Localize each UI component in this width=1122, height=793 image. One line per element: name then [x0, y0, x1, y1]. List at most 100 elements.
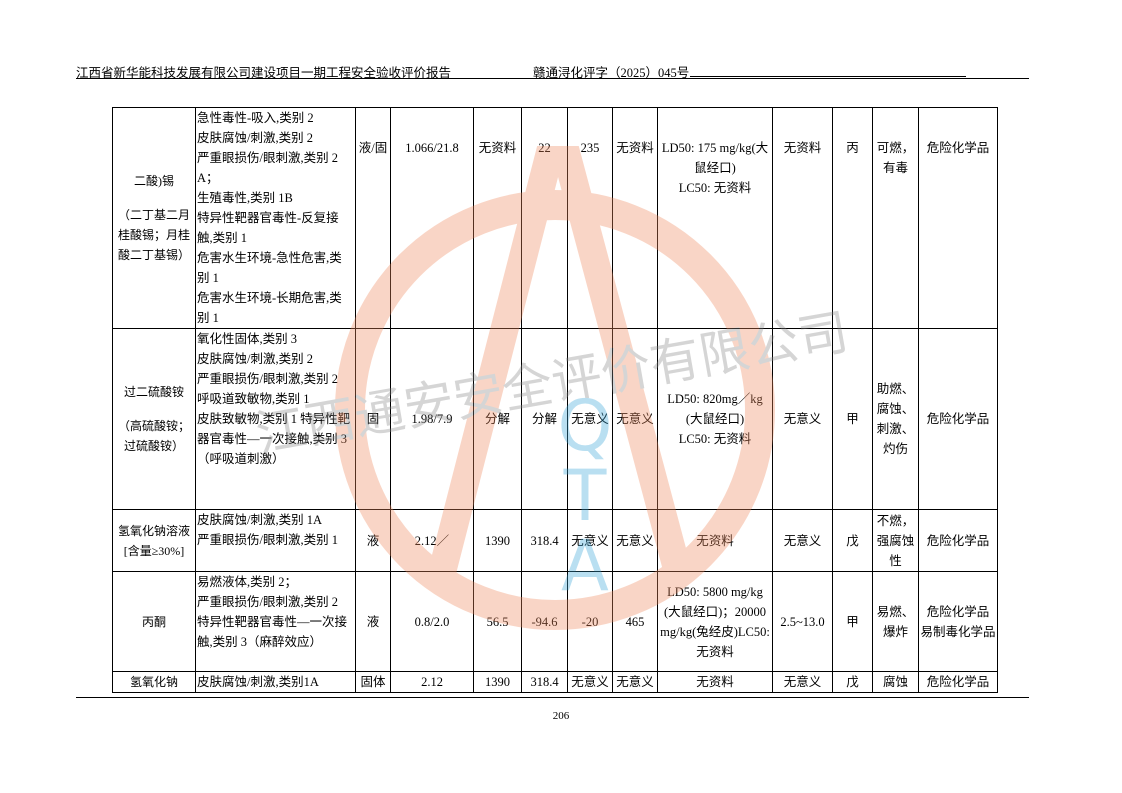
cell-text: 无意义 — [571, 412, 609, 426]
cell-text: 皮肤腐蚀/刺激,类别 2 — [197, 131, 313, 145]
table-cell: 无意义 — [772, 671, 833, 693]
table-cell: 56.5 — [473, 571, 522, 672]
cell-text: LD50: 5800 mg/kg(大鼠经口)；20000 mg/kg(兔经皮)L… — [660, 584, 770, 659]
cell-text: 危害水生环境-急性危害,类别 1 — [197, 251, 342, 285]
table-cell: 无意义 — [612, 509, 658, 572]
table-cell: 助燃、腐蚀、刺激、灼伤 — [872, 328, 919, 510]
cell-text: 465 — [625, 614, 645, 629]
table-cell: 分解 — [521, 328, 568, 510]
table-cell: 二酸)锡 （二丁基二月桂酸锡；月桂酸二丁基锡） — [112, 107, 196, 329]
cell-text: -20 — [581, 614, 599, 629]
cell-text: 甲 — [846, 614, 859, 629]
cell-text: 甲 — [846, 412, 859, 426]
cell-text: 氢氧化钠溶液[含量≥30%] — [117, 523, 190, 558]
cell-text: （高硫酸铵；过硫酸铵） — [117, 419, 190, 453]
cell-text: 严重眼损伤/眼刺激,类别 2 — [197, 595, 338, 609]
cell-text: 无意义 — [616, 675, 654, 689]
cell-text: 固 — [366, 412, 380, 426]
cell-text: 二酸)锡 — [134, 174, 174, 188]
header-underline — [690, 76, 966, 77]
cell-text: 危险化学品 — [926, 533, 990, 548]
table-cell: 腐蚀 — [872, 671, 919, 693]
cell-text: 皮肤腐蚀/刺激,类别1A — [197, 675, 319, 689]
table-cell: 急性毒性-吸入,类别 2 皮肤腐蚀/刺激,类别 2 严重眼损伤/眼刺激,类别 2A；… — [195, 107, 356, 329]
table-cell: 氢氧化钠溶液[含量≥30%] — [112, 509, 196, 572]
table-cell: 氧化性固体,类别 3 皮肤腐蚀/刺激,类别 2 严重眼损伤/眼刺激,类别 2 呼吸道致… — [195, 328, 356, 510]
table-cell: 戊 — [832, 671, 873, 693]
table-cell: 固体 — [355, 671, 391, 693]
table-cell: 易燃液体,类别 2； 严重眼损伤/眼刺激,类别 2 特异性靶器官毒性—一次接触,类别… — [195, 571, 356, 672]
table-cell: 可燃，有毒 — [872, 107, 919, 329]
cell-text: 液 — [366, 533, 380, 548]
table-cell: LD50: 820mg／kg(大鼠经口) LC50: 无资料 — [657, 328, 773, 510]
table-cell: 0.8/2.0 — [390, 571, 474, 672]
table-cell: 1.066/21.8 — [390, 107, 474, 329]
cell-text: 危险化学品 — [926, 412, 990, 426]
cell-text: 无资料 — [696, 675, 734, 689]
cell-text: 固体 — [360, 675, 386, 689]
cell-text: 1.98/7.9 — [411, 412, 453, 426]
cell-text: 1390 — [485, 533, 510, 548]
cell-text: 22 — [538, 141, 551, 155]
cell-text: 无意义 — [571, 533, 609, 548]
cell-text: 0.8/2.0 — [414, 614, 450, 629]
table-row: 氢氧化钠 皮肤腐蚀/刺激,类别1A 固体 2.12 1390 318.4 无意义 无意义 无资料… — [112, 671, 998, 693]
cell-text: 戊 — [846, 533, 859, 548]
table-cell: 1.98/7.9 — [390, 328, 474, 510]
cell-text: LC50: 无资料 — [678, 432, 752, 446]
table-cell: 无意义 — [567, 509, 613, 572]
table-cell: 丙 — [832, 107, 873, 329]
cell-text: 分解 — [484, 412, 510, 426]
table-cell: 无资料 — [772, 107, 833, 329]
table-cell: 1390 — [473, 671, 522, 693]
table-cell: 甲 — [832, 328, 873, 510]
table-cell: 318.4 — [521, 509, 568, 572]
table-row: 丙酮 易燃液体,类别 2； 严重眼损伤/眼刺激,类别 2 特异性靶器官毒性—一次接触,… — [112, 571, 998, 672]
table-cell: 无资料 — [473, 107, 522, 329]
cell-text: 无意义 — [571, 675, 609, 689]
cell-text: 无资料 — [696, 533, 734, 548]
cell-text: 皮肤腐蚀/刺激,类别 2 — [197, 352, 313, 366]
table-cell: 2.12 — [390, 671, 474, 693]
table-cell: 318.4 — [521, 671, 568, 693]
table-cell: 危险化学品 — [918, 328, 998, 510]
cell-text: 1390 — [485, 675, 510, 689]
cell-text: 无意义 — [616, 412, 654, 426]
table-cell: 危险化学品 — [918, 671, 998, 693]
table-cell: 危险化学品 — [918, 509, 998, 572]
cell-text: 无意义 — [616, 533, 654, 548]
cell-text: 无资料 — [478, 141, 517, 155]
cell-text: 危险化学品 — [926, 604, 990, 619]
cell-text: 2.12／ — [414, 533, 450, 548]
cell-text: LD50: 175 mg/kg(大鼠经口) — [661, 141, 769, 175]
cell-text: 严重眼损伤/眼刺激,类别 2A； — [197, 151, 338, 185]
table-cell: 无意义 — [772, 328, 833, 510]
cell-text: LD50: 820mg／kg(大鼠经口) — [667, 392, 763, 426]
table-cell: 戊 — [832, 509, 873, 572]
table-row: 过二硫酸铵 （高硫酸铵；过硫酸铵） 氧化性固体,类别 3 皮肤腐蚀/刺激,类别 2 严重… — [112, 328, 998, 510]
cell-text: 无意义 — [783, 675, 822, 689]
table-cell: -94.6 — [521, 571, 568, 672]
footer-rule — [76, 697, 1029, 698]
table-cell: 液 — [355, 571, 391, 672]
cell-text: 特异性靶器官毒性-反复接触,类别 1 — [197, 211, 339, 245]
table-cell: -20 — [567, 571, 613, 672]
table-cell: 甲 — [832, 571, 873, 672]
cell-text: 318.4 — [530, 675, 559, 689]
cell-text: LC50: 无资料 — [678, 181, 752, 195]
table-cell: 皮肤腐蚀/刺激,类别 1A 严重眼损伤/眼刺激,类别 1 — [195, 509, 356, 572]
cell-text: 无资料 — [783, 141, 822, 155]
table-cell: 无资料 — [657, 671, 773, 693]
table-cell: 危险化学品 易制毒化学品 — [918, 571, 998, 672]
header-right: 赣通浔化评字（2025）045号 — [533, 66, 690, 80]
table-cell: 皮肤腐蚀/刺激,类别1A — [195, 671, 356, 693]
table-cell: 不燃，强腐蚀性 — [872, 509, 919, 572]
cell-text: 特异性靶器官毒性—一次接触,类别 3（麻醉效应） — [197, 615, 348, 649]
cell-text: 严重眼损伤/眼刺激,类别 1 — [197, 533, 338, 547]
cell-text: 无意义 — [783, 533, 822, 548]
cell-text: 2.12 — [421, 675, 443, 689]
cell-text: 戊 — [846, 675, 859, 689]
page-number: 206 — [552, 710, 570, 722]
table-cell: 无意义 — [612, 671, 658, 693]
cell-text: 严重眼损伤/眼刺激,类别 2 — [197, 372, 338, 386]
